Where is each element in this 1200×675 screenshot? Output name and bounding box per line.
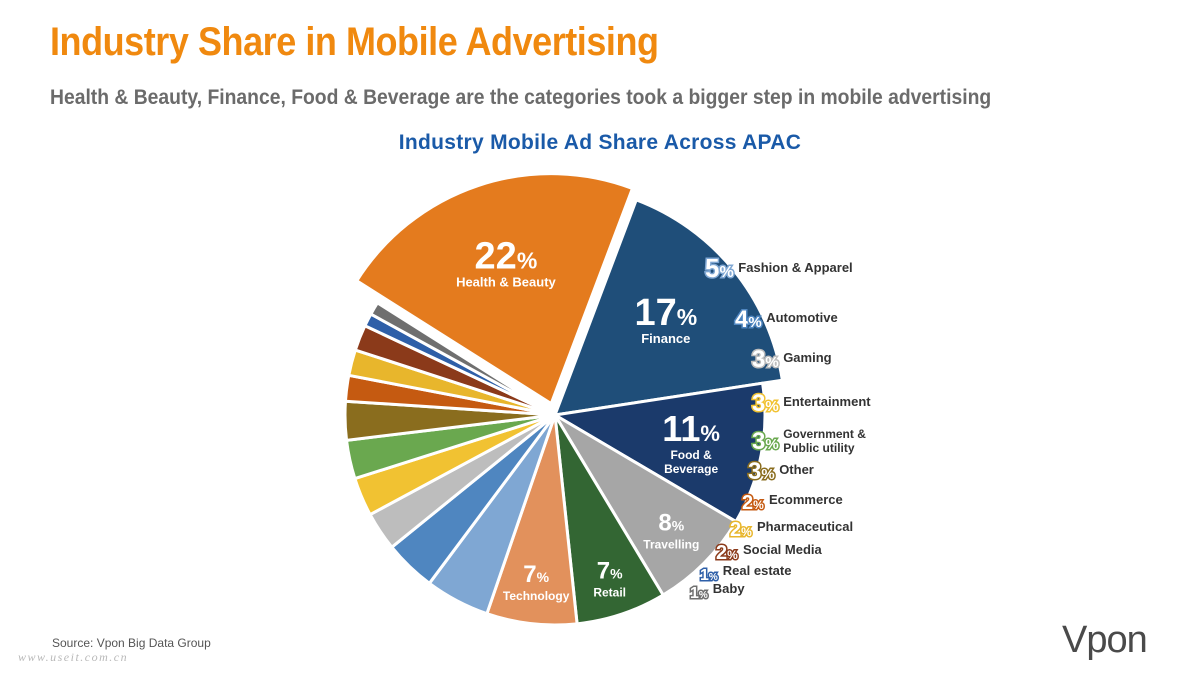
slice-value-ecommerce: 2% bbox=[742, 492, 764, 514]
slice-label-other: 3% Other bbox=[747, 457, 814, 487]
slice-value-baby: 1% bbox=[690, 585, 708, 602]
slice-value-fashion-apparel: 5% bbox=[705, 253, 734, 283]
slice-label-technology: 7%Technology bbox=[503, 561, 570, 603]
slice-label-government-public-utility: 3% Government &Public utility bbox=[751, 427, 867, 457]
slice-value-pharmaceutical: 2% bbox=[730, 519, 752, 541]
page-title: Industry Share in Mobile Advertising bbox=[50, 20, 659, 64]
slice-label-health-beauty: 22%Health & Beauty bbox=[456, 235, 556, 289]
slice-value-social-media: 2% bbox=[716, 542, 738, 564]
slice-label-baby: 1% Baby bbox=[689, 581, 746, 604]
slice-category-government-public-utility: Government & bbox=[783, 427, 866, 441]
slice-value-food-beverage: 11% bbox=[662, 408, 720, 449]
slice-category-baby: Baby bbox=[713, 581, 746, 596]
source-note: Source: Vpon Big Data Group bbox=[52, 636, 211, 650]
slice-value-government-public-utility: 3% bbox=[752, 428, 779, 455]
slice-value-automotive: 4% bbox=[735, 306, 762, 333]
slice-category-social-media: Social Media bbox=[743, 542, 823, 557]
slice-category-pharmaceutical: Pharmaceutical bbox=[757, 519, 853, 534]
slice-label-gaming: 3% Gaming bbox=[751, 345, 832, 375]
pie-slice-baby bbox=[369, 301, 557, 417]
slice-category-government-public-utility: Public utility bbox=[783, 441, 855, 455]
pie-slice-finance bbox=[553, 198, 784, 417]
slice-label-entertainment: 3% Entertainment bbox=[751, 389, 872, 419]
slice-label-fashion-apparel: 5% Fashion & Apparel bbox=[704, 252, 853, 285]
slice-value-gaming: 3% bbox=[752, 346, 779, 373]
slice-category-retail: Retail bbox=[593, 585, 626, 599]
slice-value-finance: 17% bbox=[634, 292, 697, 334]
slice-label-automotive: 4% Automotive bbox=[734, 305, 838, 335]
slice-category-travelling: Travelling bbox=[643, 537, 699, 551]
slice-value-entertainment: 3% bbox=[752, 390, 779, 417]
watermark: www.useit.com.cn bbox=[18, 650, 129, 664]
slice-category-entertainment: Entertainment bbox=[783, 394, 871, 409]
slice-category-technology: Technology bbox=[503, 589, 570, 603]
brand-logo: Vpon bbox=[1062, 619, 1148, 661]
slice-label-social-media: 2% Social Media bbox=[715, 541, 823, 566]
pie-slice-health-beauty bbox=[355, 172, 634, 406]
slice-label-food-beverage: 11%Food &Beverage bbox=[662, 408, 720, 476]
slice-category-ecommerce: Ecommerce bbox=[769, 492, 843, 507]
pie-slice-food-beverage bbox=[553, 381, 767, 524]
slice-category-finance: Finance bbox=[641, 331, 690, 346]
slice-category-other: Other bbox=[779, 462, 814, 477]
chart-title: Industry Mobile Ad Share Across APAC bbox=[398, 131, 802, 154]
slice-category-food-beverage: Food & bbox=[670, 448, 712, 462]
slice-category-fashion-apparel: Fashion & Apparel bbox=[738, 260, 852, 275]
pie-slice-travelling bbox=[553, 413, 738, 597]
slice-category-food-beverage: Beverage bbox=[664, 462, 718, 476]
slice-label-ecommerce: 2% Ecommerce bbox=[741, 491, 843, 516]
slice-category-gaming: Gaming bbox=[783, 350, 831, 365]
slice-label-finance: 17%Finance bbox=[634, 292, 697, 346]
slice-category-automotive: Automotive bbox=[766, 310, 838, 325]
slice-value-other: 3% bbox=[748, 458, 775, 485]
slice-value-technology: 7% bbox=[523, 561, 549, 588]
slice-category-health-beauty: Health & Beauty bbox=[456, 274, 556, 289]
slice-value-health-beauty: 22% bbox=[475, 235, 538, 277]
page-subtitle: Health & Beauty, Finance, Food & Beverag… bbox=[50, 86, 992, 109]
slice-label-pharmaceutical: 2% Pharmaceutical bbox=[729, 518, 854, 543]
slice-category-real-estate: Real estate bbox=[723, 563, 792, 578]
